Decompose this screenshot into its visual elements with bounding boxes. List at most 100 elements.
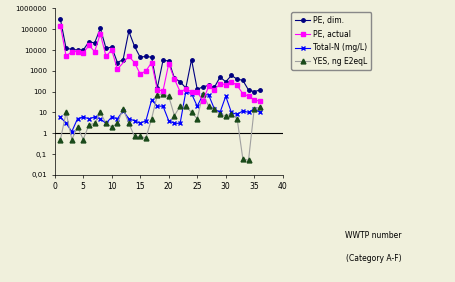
PE, dim. <box>194 88 199 91</box>
PE, dim. <box>63 47 69 50</box>
PE, dim. <box>228 74 234 77</box>
YES, ng E2eqL <box>222 114 228 117</box>
YES, ng E2eqL <box>120 107 126 111</box>
YES, ng E2eqL <box>137 135 143 138</box>
YES, ng E2eqL <box>211 107 217 111</box>
PE, actual <box>245 94 251 98</box>
Text: (Category A-F): (Category A-F) <box>345 254 400 263</box>
PE, actual <box>239 92 245 95</box>
YES, ng E2eqL <box>160 92 166 95</box>
PE, dim. <box>120 58 126 61</box>
Total-N (mg/L) <box>91 115 97 119</box>
PE, actual <box>211 88 217 92</box>
Total-N (mg/L) <box>245 111 251 114</box>
Total-N (mg/L) <box>126 117 131 120</box>
Total-N (mg/L) <box>160 105 166 108</box>
Line: Total-N (mg/L): Total-N (mg/L) <box>58 89 262 134</box>
YES, ng E2eqL <box>200 92 205 95</box>
YES, ng E2eqL <box>188 111 194 114</box>
Total-N (mg/L) <box>75 117 80 120</box>
PE, actual <box>91 50 97 53</box>
PE, dim. <box>69 47 75 51</box>
Total-N (mg/L) <box>234 113 239 116</box>
PE, dim. <box>75 49 80 52</box>
PE, actual <box>154 88 160 92</box>
PE, dim. <box>257 88 262 92</box>
Total-N (mg/L) <box>69 130 75 133</box>
YES, ng E2eqL <box>91 122 97 125</box>
YES, ng E2eqL <box>171 114 177 117</box>
Total-N (mg/L) <box>63 122 69 125</box>
PE, actual <box>126 55 131 58</box>
Total-N (mg/L) <box>148 98 154 102</box>
Total-N (mg/L) <box>177 122 182 125</box>
Total-N (mg/L) <box>222 94 228 98</box>
PE, dim. <box>97 27 103 30</box>
Legend: PE, dim., PE, actual, Total-N (mg/L), YES, ng E2eqL: PE, dim., PE, actual, Total-N (mg/L), YE… <box>290 12 370 70</box>
PE, dim. <box>251 90 257 93</box>
PE, actual <box>251 98 257 102</box>
PE, actual <box>217 82 222 85</box>
YES, ng E2eqL <box>97 111 103 114</box>
YES, ng E2eqL <box>69 138 75 141</box>
PE, actual <box>234 84 239 87</box>
YES, ng E2eqL <box>63 111 69 114</box>
YES, ng E2eqL <box>217 113 222 116</box>
YES, ng E2eqL <box>228 113 234 116</box>
YES, ng E2eqL <box>126 122 131 125</box>
Total-N (mg/L) <box>115 117 120 120</box>
PE, dim. <box>57 18 63 21</box>
Total-N (mg/L) <box>206 93 211 96</box>
PE, actual <box>109 49 114 52</box>
PE, dim. <box>211 86 217 89</box>
PE, actual <box>97 32 103 36</box>
YES, ng E2eqL <box>154 93 160 96</box>
PE, dim. <box>86 40 91 43</box>
YES, ng E2eqL <box>143 136 148 140</box>
PE, dim. <box>91 41 97 45</box>
YES, ng E2eqL <box>245 158 251 162</box>
PE, actual <box>188 90 194 93</box>
Total-N (mg/L) <box>131 119 137 122</box>
PE, actual <box>131 61 137 64</box>
YES, ng E2eqL <box>86 123 91 127</box>
YES, ng E2eqL <box>194 117 199 120</box>
PE, actual <box>75 50 80 53</box>
Total-N (mg/L) <box>251 107 257 111</box>
PE, dim. <box>177 80 182 83</box>
YES, ng E2eqL <box>206 105 211 108</box>
PE, actual <box>206 85 211 88</box>
PE, dim. <box>200 85 205 89</box>
PE, actual <box>177 90 182 93</box>
PE, actual <box>200 100 205 103</box>
YES, ng E2eqL <box>183 105 188 108</box>
Total-N (mg/L) <box>171 122 177 125</box>
Line: PE, actual: PE, actual <box>59 24 261 103</box>
PE, dim. <box>188 58 194 61</box>
Total-N (mg/L) <box>97 117 103 120</box>
PE, actual <box>80 52 86 55</box>
PE, actual <box>63 55 69 58</box>
YES, ng E2eqL <box>57 138 63 141</box>
Total-N (mg/L) <box>257 111 262 114</box>
YES, ng E2eqL <box>148 117 154 120</box>
PE, dim. <box>80 49 86 52</box>
YES, ng E2eqL <box>131 135 137 138</box>
YES, ng E2eqL <box>115 122 120 125</box>
YES, ng E2eqL <box>177 105 182 108</box>
Total-N (mg/L) <box>183 90 188 93</box>
YES, ng E2eqL <box>166 94 171 98</box>
Total-N (mg/L) <box>211 107 217 111</box>
PE, actual <box>57 24 63 27</box>
Total-N (mg/L) <box>57 115 63 119</box>
Total-N (mg/L) <box>120 109 126 113</box>
PE, actual <box>137 72 143 76</box>
Total-N (mg/L) <box>228 111 234 114</box>
PE, dim. <box>115 61 120 64</box>
YES, ng E2eqL <box>234 117 239 120</box>
PE, actual <box>166 62 171 65</box>
Total-N (mg/L) <box>103 122 108 125</box>
PE, dim. <box>143 55 148 58</box>
YES, ng E2eqL <box>75 125 80 129</box>
Total-N (mg/L) <box>188 92 194 95</box>
